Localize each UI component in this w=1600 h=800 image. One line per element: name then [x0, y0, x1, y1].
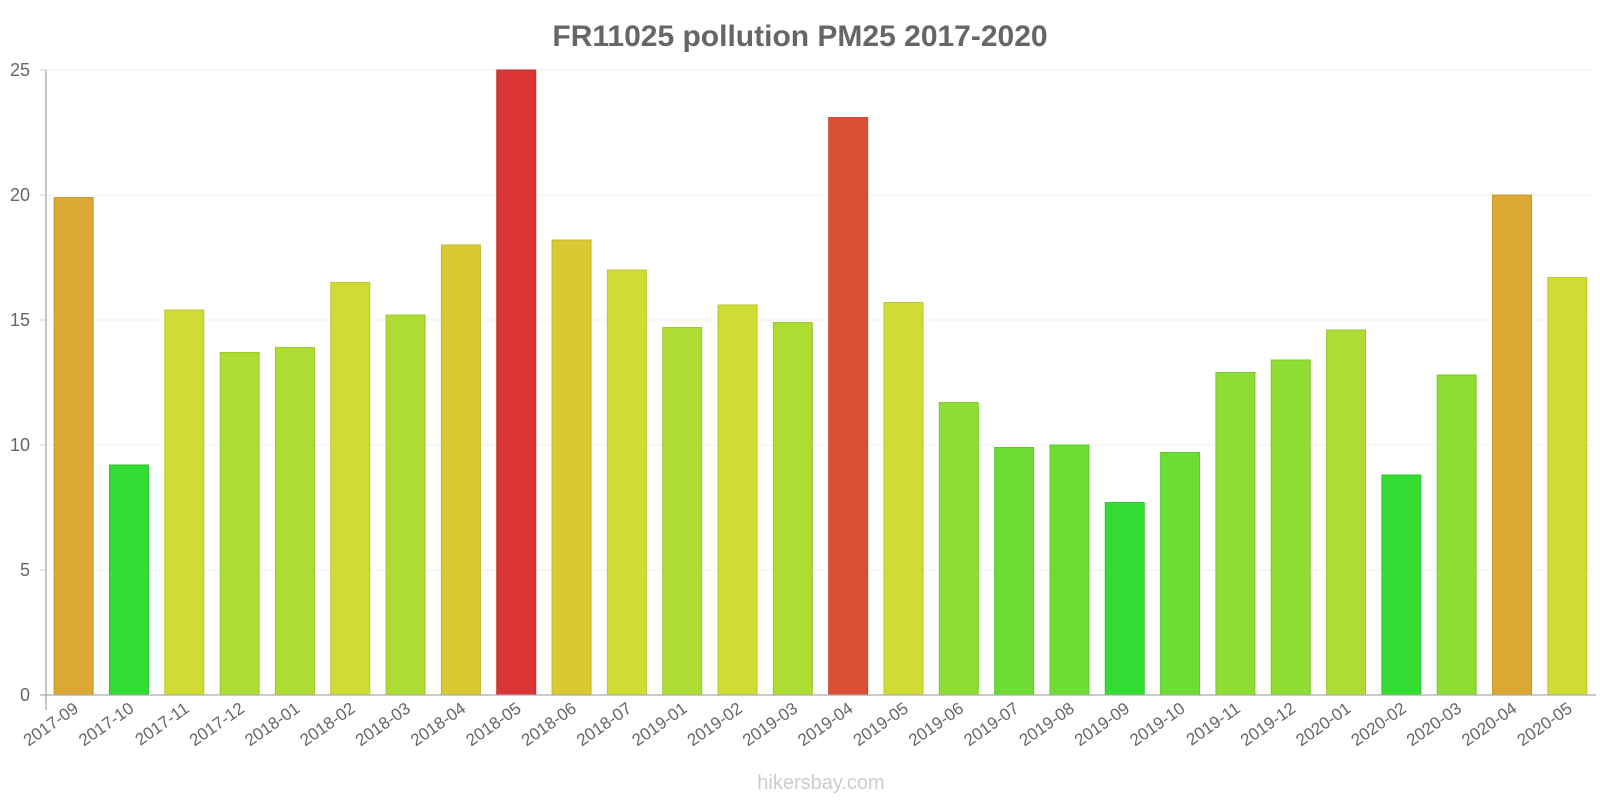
bar-2018-05[interactable] [496, 69, 537, 696]
x-tick-label: 2019-06 [905, 699, 967, 750]
x-tick-label: 2020-02 [1348, 699, 1410, 750]
bar-2019-11[interactable] [1215, 372, 1256, 696]
x-tick-label: 2017-10 [75, 699, 137, 750]
x-tick-label: 2019-02 [684, 699, 746, 750]
y-tick-label: 5 [20, 560, 30, 580]
x-tick-label: 2019-05 [850, 699, 912, 750]
x-tick-label: 2020-03 [1403, 699, 1465, 750]
x-tick-label: 2019-11 [1183, 699, 1244, 750]
y-tick-label: 25 [10, 60, 30, 80]
y-tick-label: 20 [10, 185, 30, 205]
x-tick-label: 2018-04 [407, 699, 469, 750]
x-tick-label: 2017-09 [20, 699, 82, 750]
x-tick-label: 2019-03 [739, 699, 801, 750]
bar-2019-04[interactable] [828, 117, 869, 696]
bar-2018-04[interactable] [440, 244, 481, 696]
bar-2020-02[interactable] [1381, 474, 1422, 696]
bar-2018-02[interactable] [330, 282, 371, 696]
y-tick-label: 0 [20, 685, 30, 705]
x-tick-label: 2020-01 [1292, 699, 1354, 750]
bar-2018-01[interactable] [274, 347, 315, 696]
y-tick-label: 10 [10, 435, 30, 455]
x-tick-label: 2020-04 [1458, 699, 1520, 750]
x-tick-label: 2019-04 [794, 699, 856, 750]
bar-2019-10[interactable] [1160, 452, 1201, 696]
x-tick-label: 2018-03 [352, 699, 414, 750]
bar-2017-09[interactable] [53, 197, 94, 696]
x-tick-label: 2018-06 [518, 699, 580, 750]
x-tick-label: 2019-08 [1016, 699, 1078, 750]
bar-2017-10[interactable] [108, 464, 149, 696]
bar-2019-09[interactable] [1104, 502, 1145, 696]
bar-2019-03[interactable] [772, 322, 813, 696]
watermark: hikersbay.com [757, 772, 884, 794]
bar-2019-05[interactable] [883, 302, 924, 696]
bar-2018-03[interactable] [385, 314, 426, 696]
x-tick-label: 2018-05 [463, 699, 525, 750]
x-tick-label: 2019-01 [628, 699, 690, 750]
bar-2019-12[interactable] [1270, 359, 1311, 696]
bar-2019-02[interactable] [717, 304, 758, 696]
bar-2017-12[interactable] [219, 352, 260, 696]
y-axis-ticks: 0 5 10 15 20 25 [10, 60, 46, 705]
x-tick-label: 2019-07 [960, 699, 1022, 750]
bar-2018-07[interactable] [606, 269, 647, 696]
bar-2020-04[interactable] [1492, 194, 1533, 696]
x-tick-label: 2017-12 [186, 699, 248, 750]
x-tick-label: 2017-11 [132, 699, 193, 750]
bar-2020-05[interactable] [1547, 277, 1588, 696]
bars [53, 69, 1588, 696]
bar-2018-06[interactable] [551, 239, 592, 696]
bar-2019-01[interactable] [662, 327, 703, 696]
x-tick-label: 2020-05 [1514, 699, 1576, 750]
x-tick-label: 2019-10 [1126, 699, 1188, 750]
x-tick-label: 2019-09 [1071, 699, 1133, 750]
x-tick-label: 2019-12 [1237, 699, 1299, 750]
bar-2020-03[interactable] [1436, 374, 1477, 696]
x-tick-label: 2018-01 [241, 699, 303, 750]
bar-2020-01[interactable] [1326, 329, 1367, 696]
x-axis-labels: 2017-092017-102017-112017-122018-012018-… [20, 699, 1576, 750]
x-tick-label: 2018-02 [297, 699, 359, 750]
x-tick-label: 2018-07 [573, 699, 635, 750]
bar-2017-11[interactable] [164, 309, 205, 696]
chart-title: FR11025 pollution PM25 2017-2020 [552, 20, 1047, 53]
bar-2019-08[interactable] [1049, 444, 1090, 696]
bar-2019-07[interactable] [994, 447, 1035, 696]
bar-2019-06[interactable] [938, 402, 979, 696]
y-tick-label: 15 [10, 310, 30, 330]
